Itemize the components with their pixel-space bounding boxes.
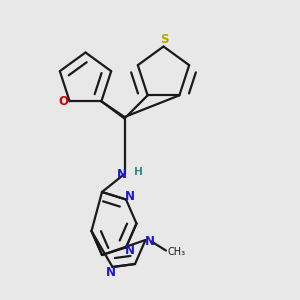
Text: N: N <box>116 167 127 181</box>
Text: N: N <box>124 244 135 257</box>
Text: N: N <box>106 266 116 279</box>
Text: N: N <box>124 190 135 203</box>
Text: S: S <box>160 33 169 46</box>
Text: H: H <box>134 167 143 177</box>
Text: O: O <box>58 95 68 108</box>
Text: CH₃: CH₃ <box>167 247 185 257</box>
Text: N: N <box>145 235 155 248</box>
